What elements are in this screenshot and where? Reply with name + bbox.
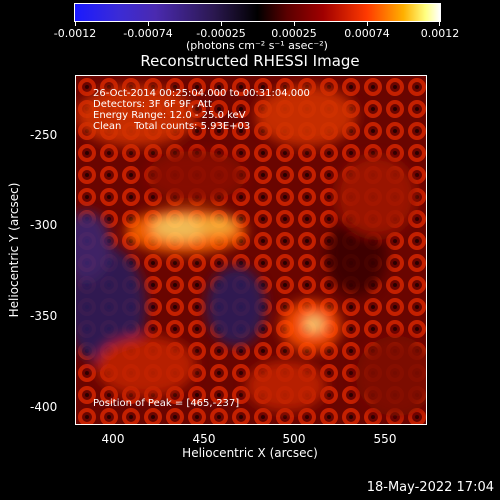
rhessi-image-canvas [76,76,426,424]
x-tick-label: 550 [373,432,397,446]
colorbar-tick-label: -0.00025 [196,27,246,40]
colorbar-tick [367,21,368,26]
colorbar-tick-label: -0.00074 [123,27,173,40]
y-tick-label: -250 [30,128,58,142]
y-axis-label: Heliocentric Y (arcsec) [7,182,21,318]
rhessi-image [75,75,427,425]
y-tick-label: -300 [30,218,58,232]
detectors-annotation: Detectors: 3F 6F 9F, Att [93,99,212,110]
colorbar-tick [294,21,295,26]
colorbar-tick-label: 0.00074 [344,27,390,40]
x-tick-label: 500 [282,432,306,446]
y-tick-label: -350 [30,309,58,323]
peak-position-annotation: Position of Peak = [465,-237] [93,398,240,409]
generation-date: 18-May-2022 17:04 [366,480,494,495]
x-axis-label: Heliocentric X (arcsec) [182,446,318,460]
colorbar-tick-label: 0.0012 [420,27,460,40]
colorbar-tick [221,21,222,26]
colorbar-tick-label: 0.00025 [271,27,317,40]
colorbar-tick [148,21,149,26]
colorbar-tick-label: -0.0012 [53,27,97,40]
x-tick-label: 450 [192,432,216,446]
x-tick-label: 400 [101,432,125,446]
energy-range-annotation: Energy Range: 12.0 - 25.0 keV [93,110,246,121]
colorbar-tick [439,21,440,26]
y-tick-label: -400 [30,400,58,414]
colorbar [74,3,441,26]
colorbar-tick [75,21,76,26]
time-range-annotation: 26-Oct-2014 00:25:04.000 to 00:31:04.000 [93,88,310,99]
colorbar-unit-label: (photons cm⁻² s⁻¹ asec⁻²) [186,39,328,52]
counts-annotation: Clean Total counts: 5.93E+03 [93,121,251,132]
plot-title: Reconstructed RHESSI Image [140,52,360,70]
